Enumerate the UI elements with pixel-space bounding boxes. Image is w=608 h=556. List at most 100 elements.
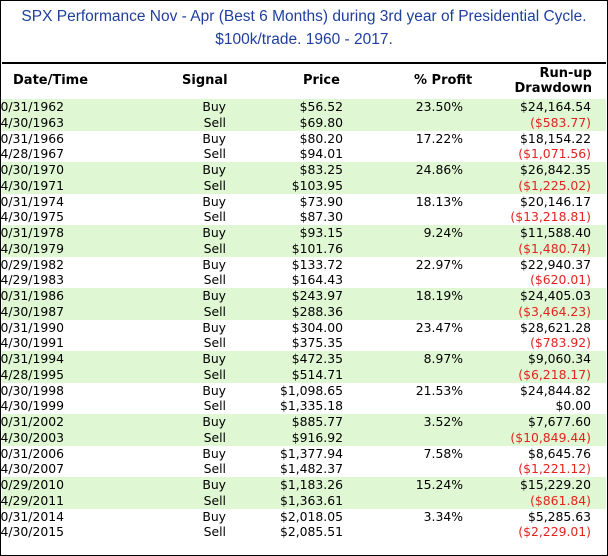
run-up-value: $11,588.40 [520,225,591,240]
entry-line: 10/31/1962 Buy $56.52 23.50% $24,164.54 [0,99,606,115]
exit-signal: Sell [203,272,226,288]
entry-date: 10/31/1994 [0,351,64,366]
drawdown-value: ($10,849.44) [510,429,591,445]
profit-percent: 23.50% [415,99,463,114]
exit-signal: Sell [203,146,226,162]
exit-date: 4/28/1995 [0,366,64,382]
exit-date: 4/30/1987 [0,303,64,319]
entry-price: $243.97 [291,288,343,303]
trade-row: 10/29/2010Buy$1,183.2615.24%$15,229.204/… [0,477,606,509]
exit-date: 4/30/2003 [0,429,64,445]
column-header-signal: Signal [182,73,228,88]
column-header-profit: % Profit [414,73,473,88]
exit-price: $87.30 [299,209,343,225]
entry-date: 10/31/1986 [0,288,64,303]
exit-line: 4/30/2007 Sell $1,482.37 ($1,221.12) [0,461,606,477]
entry-price: $80.20 [299,130,343,146]
exit-price: $1,482.37 [279,461,343,477]
exit-line: 4/29/1983 Sell $164.43 ($620.01) [0,272,606,288]
entry-line: 10/31/2014 Buy $2,018.05 3.34% $5,285.63 [0,508,606,525]
run-up-value: $8,645.76 [527,445,591,461]
exit-signal: Sell [203,366,226,382]
drawdown-value: ($861.84) [530,492,591,508]
title-line-1: SPX Performance Nov - Apr (Best 6 Months… [21,8,587,25]
exit-date: 4/30/2007 [0,461,64,477]
entry-signal: Buy [202,477,226,492]
run-up-value: $24,405.03 [520,288,591,303]
entry-price: $83.25 [299,162,343,177]
exit-line: 4/28/1967 Sell $94.01 ($1,071.56) [0,146,606,162]
entry-date: 10/31/2014 [0,508,64,524]
entry-date: 10/31/2006 [0,445,64,461]
exit-line: 4/30/2003 Sell $916.92 ($10,849.44) [0,429,606,446]
exit-signal: Sell [203,398,226,414]
profit-percent: 15.24% [415,477,463,492]
trade-row: 10/31/1966Buy$80.2017.22%$18,154.224/28/… [0,130,606,163]
exit-price: $1,363.61 [279,492,343,508]
entry-line: 10/31/2006 Buy $1,377.94 7.58% $8,645.76 [0,445,606,462]
drawdown-value: ($13,218.81) [510,209,591,225]
exit-date: 4/30/1975 [0,209,64,225]
trade-row: 10/31/1986 Buy $243.97 18.19% $24,405.03 4/30… [0,288,606,320]
run-up-value: $28,621.28 [520,319,591,335]
exit-line: 4/30/1999 Sell $1,335.18 $0.00 [0,398,606,414]
entry-line: 10/30/1998 Buy $1,098.65 21.53% $24,844.82 [0,382,606,399]
profit-percent: 22.97% [415,256,463,272]
entry-signal: Buy [202,288,226,303]
run-up-value: $24,164.54 [520,99,591,114]
entry-line: 10/29/2010 Buy $1,183.26 15.24% $15,229.20 [0,477,606,493]
run-up-value: $26,842.35 [520,162,591,177]
run-up-value: $22,940.37 [520,256,591,272]
trade-row: 10/31/1994Buy$472.358.97%$9,060.344/28/1… [0,351,606,383]
exit-price: $103.95 [291,177,343,193]
exit-price: $94.01 [299,146,343,162]
run-up-value: $20,146.17 [520,193,591,209]
entry-signal: Buy [202,193,226,209]
entry-price: $1,183.26 [279,477,343,492]
exit-signal: Sell [203,177,226,193]
profit-percent: 21.53% [415,382,463,398]
exit-date: 4/29/1983 [0,272,64,288]
exit-date: 4/30/1991 [0,335,64,351]
trades-table-body: 10/31/1962Buy$56.5223.50%$24,164.544/30/… [0,99,606,540]
exit-line: 4/29/2011 Sell $1,363.61 ($861.84) [0,492,606,509]
exit-date: 4/30/2015 [0,524,64,540]
entry-price: $1,098.65 [279,382,343,398]
drawdown-value: $0.00 [555,398,591,414]
run-up-value: $9,060.34 [527,351,591,366]
entry-date: 10/31/2002 [0,414,64,429]
exit-price: $375.35 [291,335,343,351]
drawdown-value: ($2,229.01) [518,524,591,540]
exit-signal: Sell [203,335,226,351]
entry-date: 10/31/1962 [0,99,64,114]
trade-row: 10/31/1990Buy$304.0023.47%$28,621.284/30… [0,319,606,352]
exit-date: 4/30/1963 [0,114,64,130]
entry-date: 10/30/1998 [0,382,64,398]
exit-line: 4/30/1991 Sell $375.35 ($783.92) [0,335,606,351]
profit-percent: 18.19% [415,288,463,303]
entry-signal: Buy [202,319,226,335]
drawdown-value: ($1,221.12) [518,461,591,477]
exit-signal: Sell [203,524,226,540]
exit-signal: Sell [203,303,226,319]
entry-date: 10/31/1974 [0,193,64,209]
run-up-value: $24,844.82 [520,382,591,398]
profit-percent: 8.97% [423,351,463,366]
run-up-value: $18,154.22 [520,130,591,146]
entry-signal: Buy [202,382,226,398]
entry-price: $93.15 [299,225,343,240]
trade-row: 10/31/1974Buy$73.9018.13%$20,146.174/30/… [0,193,606,226]
exit-line: 4/30/1971 Sell $103.95 ($1,225.02) [0,177,606,194]
column-header-price: Price [303,73,340,88]
exit-line: 4/30/1987 Sell $288.36 ($3,464.23) [0,303,606,320]
column-header-runup: Run-up [539,66,592,81]
run-up-value: $15,229.20 [520,477,591,492]
run-up-value: $5,285.63 [527,508,591,524]
exit-date: 4/28/1967 [0,146,64,162]
profit-percent: 3.34% [423,508,463,524]
entry-price: $885.77 [291,414,343,429]
entry-line: 10/31/1986 Buy $243.97 18.19% $24,405.03 [0,288,606,304]
drawdown-value: ($1,071.56) [518,146,591,162]
exit-line: 4/30/1979 Sell $101.76 ($1,480.74) [0,241,606,257]
